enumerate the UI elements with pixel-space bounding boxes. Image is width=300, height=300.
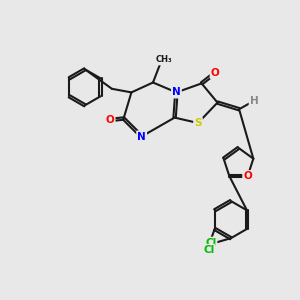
Text: CH₃: CH₃ xyxy=(156,56,172,64)
Text: O: O xyxy=(211,68,220,78)
Text: N: N xyxy=(137,131,146,142)
Text: Cl: Cl xyxy=(205,238,216,248)
Text: O: O xyxy=(243,171,252,181)
Text: H: H xyxy=(250,96,259,106)
Text: O: O xyxy=(106,115,115,125)
Text: N: N xyxy=(172,87,181,98)
Text: Cl: Cl xyxy=(203,245,214,255)
Text: S: S xyxy=(194,118,202,128)
